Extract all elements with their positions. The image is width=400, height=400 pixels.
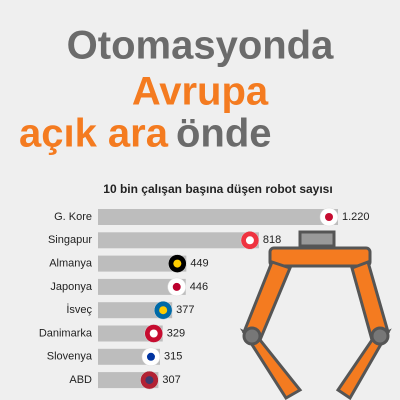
bar: [98, 232, 259, 249]
value-label: 446: [190, 281, 208, 293]
robot-arm: [239, 230, 392, 400]
category-label: Almanya: [49, 258, 93, 270]
flag-detail: [173, 259, 182, 268]
bar: [98, 255, 187, 272]
value-label: 315: [164, 351, 182, 363]
value-label: 377: [176, 304, 194, 316]
value-label: 1.220: [342, 211, 370, 223]
title-line: Avrupa: [132, 70, 269, 114]
title-line: açık ara: [19, 112, 169, 156]
category-label: Singapur: [48, 234, 92, 246]
bar: [98, 302, 173, 319]
category-label: Japonya: [50, 281, 92, 293]
value-label: 307: [162, 374, 180, 386]
category-label: ABD: [69, 374, 92, 386]
flag-detail: [172, 282, 181, 291]
subtitle: 10 bin çalışan başına düşen robot sayısı: [103, 182, 332, 196]
flag-detail: [149, 329, 158, 338]
flag-detail: [245, 236, 254, 245]
title-line: önde: [176, 112, 272, 156]
category-label: Danimarka: [39, 327, 93, 339]
title-line: Otomasyonda: [67, 24, 334, 68]
bar: [98, 209, 338, 225]
value-label: 449: [190, 258, 208, 270]
flag-detail: [159, 306, 168, 315]
flag-detail: [146, 352, 155, 361]
flag-detail: [325, 213, 333, 221]
flag-detail: [145, 376, 154, 385]
bar: [98, 278, 186, 295]
value-label: 329: [167, 327, 185, 339]
category-label: G. Kore: [54, 211, 92, 223]
category-label: İsveç: [66, 303, 92, 316]
value-label: 818: [263, 234, 281, 246]
category-label: Slovenya: [47, 351, 93, 363]
